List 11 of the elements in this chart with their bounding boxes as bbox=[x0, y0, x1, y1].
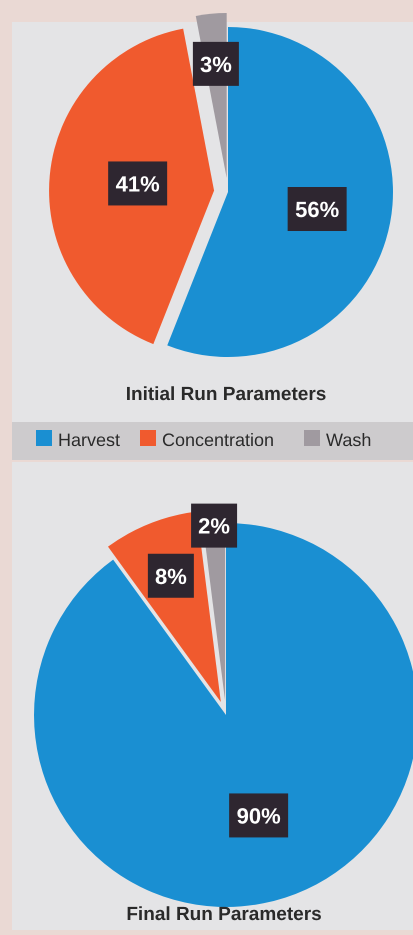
text: Initial Run Parameters bbox=[126, 384, 326, 405]
data-label: 56% bbox=[295, 197, 340, 222]
data-label: 8% bbox=[154, 564, 187, 589]
legend-label: Wash bbox=[326, 430, 372, 450]
legend-label: Concentration bbox=[162, 430, 274, 450]
data-label: 41% bbox=[116, 171, 160, 196]
data-label: 2% bbox=[198, 514, 230, 539]
data-label: 90% bbox=[236, 803, 281, 828]
text: Final Run Parameters bbox=[126, 904, 322, 925]
data-label: 3% bbox=[200, 52, 232, 77]
legend-label: Harvest bbox=[58, 430, 120, 450]
